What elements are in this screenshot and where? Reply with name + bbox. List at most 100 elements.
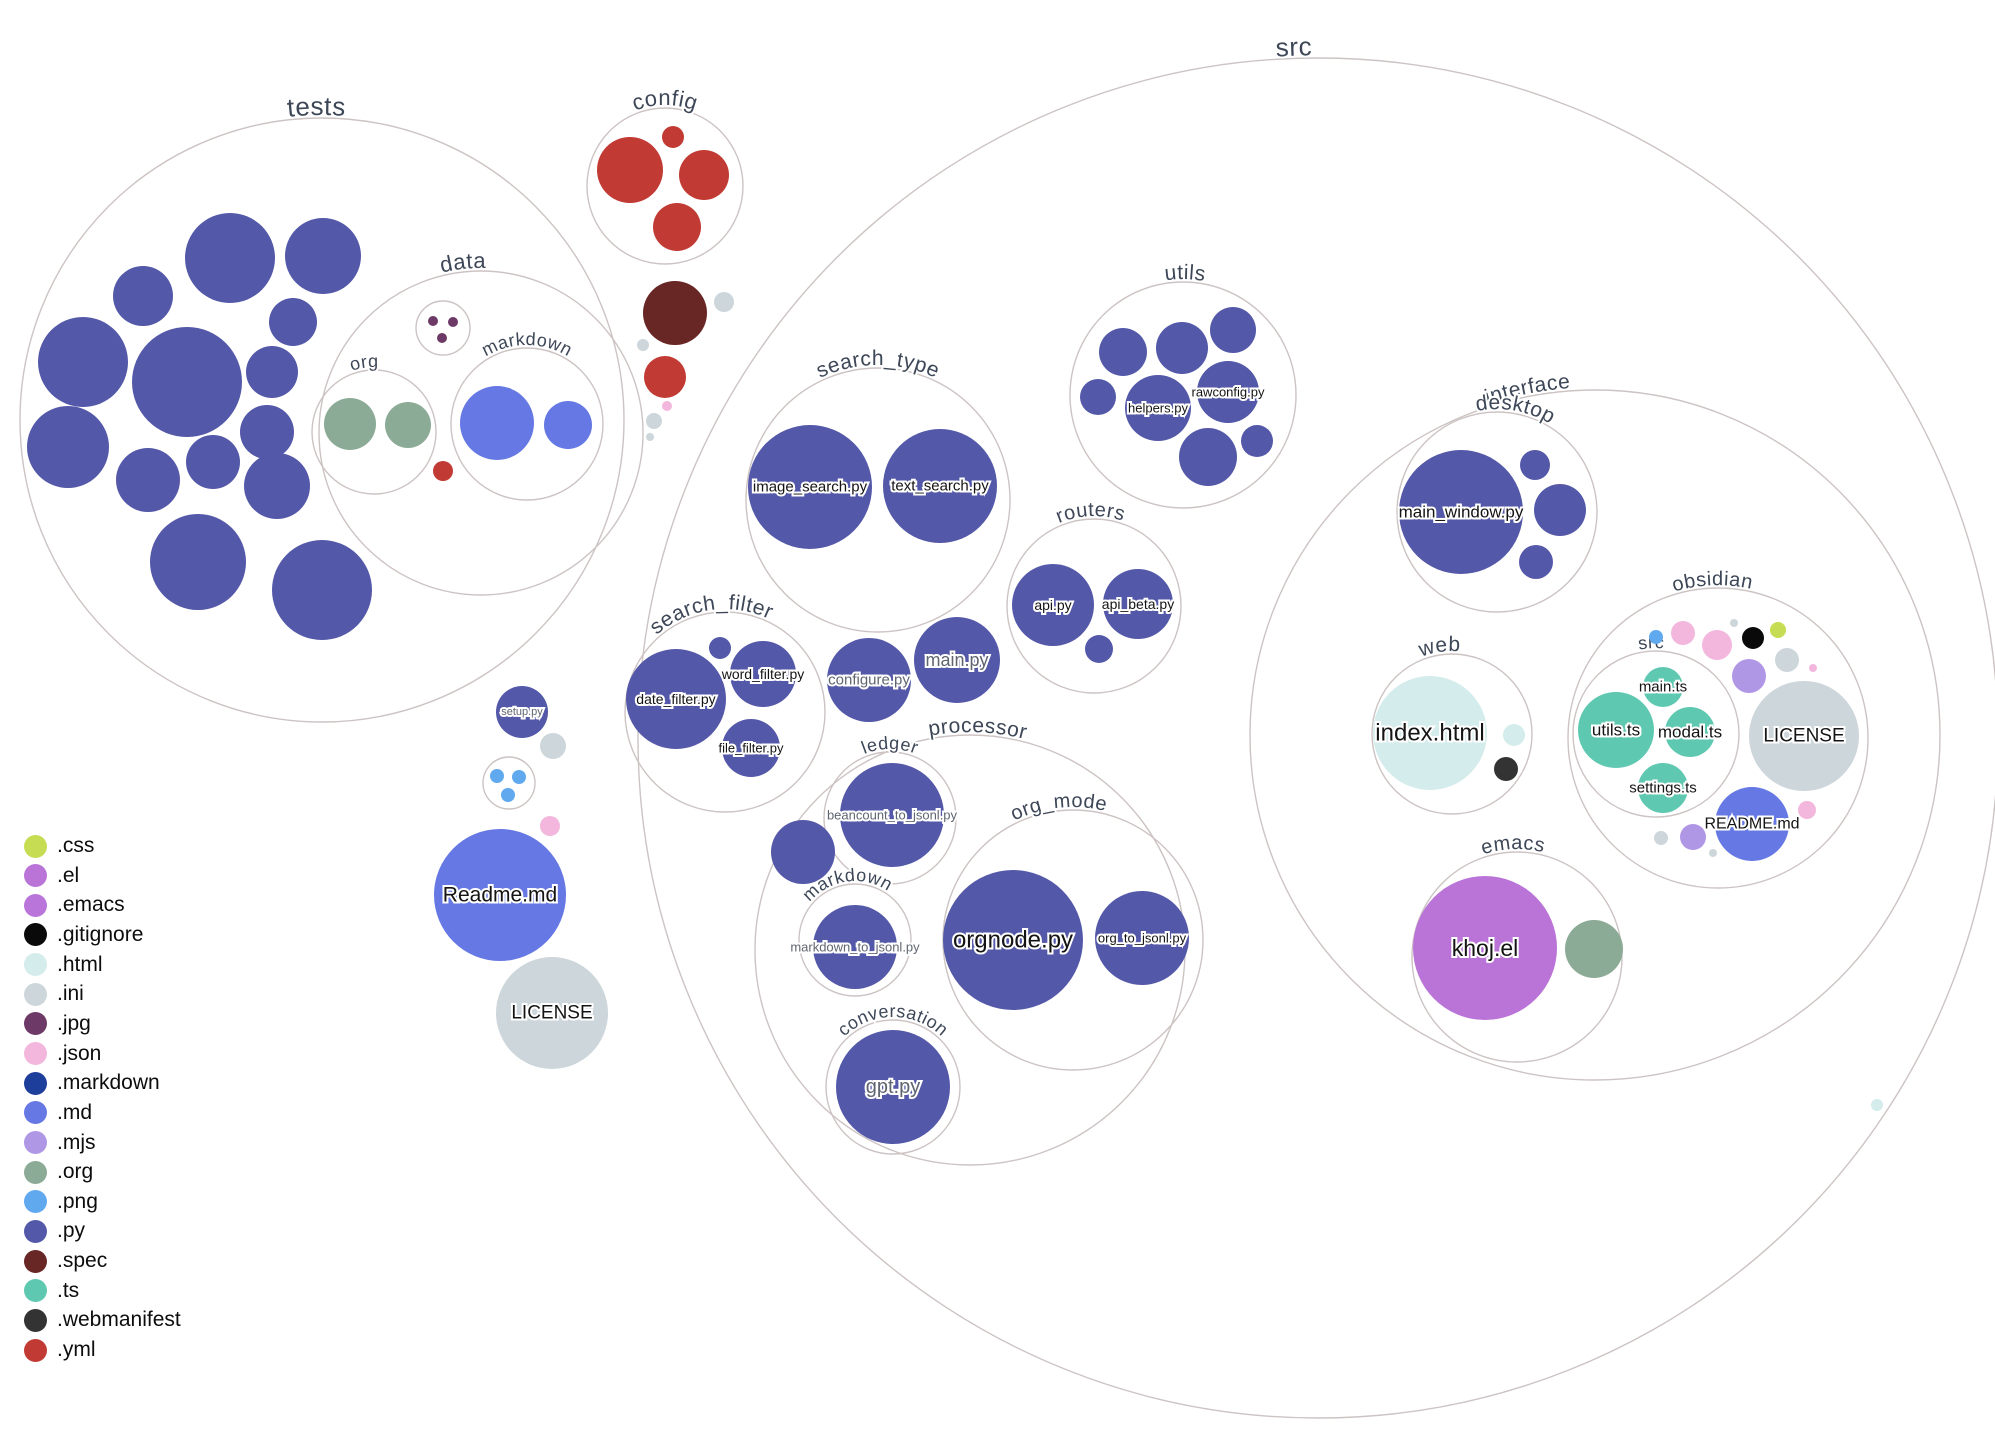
legend-item-json: .json <box>24 1041 101 1067</box>
legend-label-md: .md <box>57 1100 93 1124</box>
legend-swatch-md <box>24 1101 47 1125</box>
file-circle-yml-25 <box>433 461 453 481</box>
file-circle-json-90 <box>1809 664 1817 672</box>
file-circle-ini-34 <box>540 733 566 759</box>
file-label-api_beta.py: api_beta.py <box>1102 596 1174 612</box>
file-label-text_search.py: text_search.py <box>891 478 989 495</box>
folder-circle-tests <box>19 117 625 723</box>
folder-label-processor-12: processor <box>927 714 1030 744</box>
file-circle-ini-93 <box>1709 849 1717 857</box>
file-circle-date_filter.py <box>626 649 726 749</box>
file-circle-api_beta.py <box>1103 569 1173 639</box>
file-label-Readme.md: Readme.md <box>443 884 557 907</box>
file-circle-py-53 <box>1080 379 1116 415</box>
file-circle-py-1 <box>285 218 361 294</box>
file-circle-py-12 <box>150 514 246 610</box>
file-circle-json-30 <box>662 401 672 411</box>
file-label-image_search.py: image_search.py <box>753 479 868 496</box>
folder-circle-src <box>1572 650 1740 818</box>
file-circle-png-37 <box>501 788 515 802</box>
file-label-org_to_jsonl.py: org_to_jsonl.py <box>1098 931 1187 946</box>
legend-swatch-mjs <box>24 1131 47 1154</box>
file-label-helpers.py: helpers.py <box>1128 401 1188 416</box>
file-circle-main.ts <box>1643 667 1683 707</box>
legend-item-gitignore: .gitignore <box>24 922 143 948</box>
folder-label-markdown-5: markdown <box>478 329 575 360</box>
file-circle-orgnode.py <box>943 870 1083 1010</box>
legend-swatch-emacs <box>24 893 47 917</box>
file-circle-beancount_to_jsonl.py <box>840 763 944 867</box>
legend-label-org: .org <box>57 1160 94 1184</box>
file-circle-py-61 <box>771 820 835 884</box>
folder-circle-ledger <box>823 751 957 885</box>
legend-label-webmanifest: .webmanifest <box>57 1308 181 1332</box>
file-circle-helpers.py <box>1125 375 1191 441</box>
file-label-beancount_to_jsonl.py: beancount_to_jsonl.py <box>827 808 958 823</box>
legend-label-json: .json <box>57 1041 102 1065</box>
file-circle-word_filter.py <box>730 641 796 707</box>
file-circle-org-22 <box>385 402 431 448</box>
legend-label-gitignore: .gitignore <box>57 922 144 946</box>
folder-circle-utils <box>1069 281 1297 509</box>
file-label-main.py: main.py <box>925 650 988 670</box>
folder-label-desktop-18: desktop <box>1474 391 1559 428</box>
file-label-rawconfig.py: rawconfig.py <box>1192 385 1265 400</box>
legend-item-org: .org <box>24 1159 93 1185</box>
file-circle-css-87 <box>1770 622 1786 638</box>
file-circle-py-56 <box>1179 428 1237 486</box>
file-circle-utils.ts <box>1578 692 1654 768</box>
legend-label-emacs: .emacs <box>57 893 125 917</box>
folder-circle-interface <box>1249 389 1941 1081</box>
legend-item-css: .css <box>24 833 94 859</box>
folder-circle-web <box>1371 653 1533 815</box>
folder-circle-config <box>586 107 744 265</box>
file-circle-py-10 <box>240 405 294 459</box>
folder-circle-data <box>318 270 644 596</box>
folder-label-config-1: config <box>629 85 701 115</box>
legend-label-png: .png <box>57 1189 98 1213</box>
folder-label-data-2: data <box>438 248 487 278</box>
file-circle-setup.py <box>496 686 548 738</box>
file-circle-py-57 <box>1241 425 1273 457</box>
file-circle-ini-89 <box>1775 648 1799 672</box>
legend-item-spec: .spec <box>24 1248 107 1274</box>
folder-circle-markdown <box>450 347 604 501</box>
file-label-README.md: README.md <box>1704 816 1799 833</box>
legend-item-py: .py <box>24 1218 85 1244</box>
legend-swatch-el <box>24 864 47 888</box>
file-circle-py-52 <box>1210 307 1256 353</box>
legend-swatch-ini <box>24 982 47 1006</box>
file-circle-ini-28 <box>637 339 649 351</box>
file-circle-Readme.md <box>434 829 566 961</box>
file-circle-png-35 <box>490 769 504 783</box>
file-circle-LICENSE <box>1749 681 1859 791</box>
legend-swatch-py <box>24 1219 47 1243</box>
legend-label-ini: .ini <box>57 982 84 1006</box>
legend-swatch-json <box>24 1042 47 1066</box>
file-circle-ini-91 <box>1654 831 1668 845</box>
file-circle-khoj.el <box>1413 876 1557 1020</box>
legend-item-png: .png <box>24 1189 98 1215</box>
file-circle-configure.py <box>827 638 911 722</box>
file-circle-json-84 <box>1702 630 1732 660</box>
file-circle-LICENSE <box>496 957 608 1069</box>
legend-item-ini: .ini <box>24 981 84 1007</box>
file-label-file_filter.py: file_filter.py <box>718 741 784 756</box>
file-circle-py-13 <box>272 540 372 640</box>
file-circle-py-8 <box>116 448 180 512</box>
file-circle-yml-16 <box>679 150 729 200</box>
file-circle-image_search.py <box>748 425 872 549</box>
legend-swatch-webmanifest <box>24 1308 47 1332</box>
folder-label-org_mode-15: org_mode <box>1007 790 1109 825</box>
file-circle-json-94 <box>1798 801 1816 819</box>
file-label-api.py: api.py <box>1034 597 1071 613</box>
legend-swatch-html <box>24 953 47 977</box>
file-circle-py-0 <box>185 213 275 303</box>
folder-label-ledger-13: ledger <box>859 733 922 758</box>
legend-item-yml: .yml <box>24 1337 96 1363</box>
file-circle-jpg-20 <box>437 333 447 343</box>
file-circle-py-5 <box>269 298 317 346</box>
legend-item-emacs: .emacs <box>24 892 125 918</box>
folder-circle-conversation <box>825 1019 961 1155</box>
folder-label-emacs-22: emacs <box>1479 832 1547 859</box>
